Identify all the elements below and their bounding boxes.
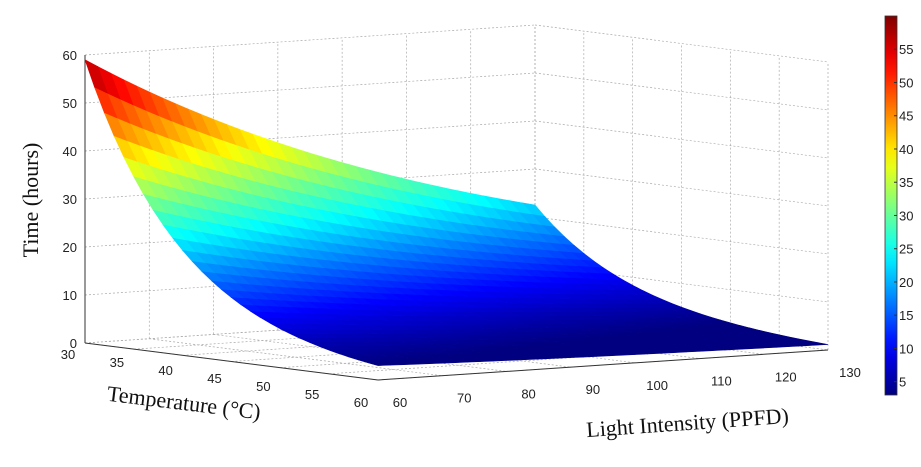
y-tick-label: 120	[775, 369, 797, 384]
colorbar-bar	[884, 15, 898, 396]
colorbar-tick-label: 45	[899, 109, 913, 124]
x-tick-label: 45	[207, 371, 221, 386]
z-tick-label: 0	[70, 336, 77, 351]
x-tick-label: 50	[256, 379, 270, 394]
colorbar-tick-label: 5	[899, 375, 906, 390]
colorbar-tick-label: 40	[899, 142, 913, 157]
x-tick-label: 55	[305, 387, 319, 402]
surface-patch	[368, 362, 391, 366]
colorbar-tick-label: 35	[899, 175, 913, 190]
axis-line	[84, 342, 379, 381]
grid-line	[84, 120, 536, 152]
y-tick-label: 60	[393, 395, 407, 410]
grid-line	[213, 334, 507, 372]
x-tick-label: 30	[61, 347, 75, 362]
grid-line	[149, 338, 443, 377]
colorbar-tick-label: 50	[899, 75, 913, 90]
y-tick-label: 130	[839, 365, 861, 380]
colorbar-tick-label: 20	[899, 275, 913, 290]
y-tick-label: 80	[521, 386, 535, 401]
grid-line	[84, 72, 536, 104]
grid-line	[534, 120, 829, 159]
x-tick-label: 35	[110, 355, 124, 370]
colorbar-tick-label: 25	[899, 242, 913, 257]
grid-line	[534, 168, 829, 207]
y-axis-label: Light Intensity (PPFD)	[585, 403, 789, 442]
z-tick-label: 30	[63, 192, 77, 207]
grid-line	[84, 24, 536, 56]
grid-line	[534, 216, 829, 255]
colorbar-tick-label: 10	[899, 341, 913, 356]
y-tick-label: 90	[586, 382, 600, 397]
z-tick-label: 20	[63, 240, 77, 255]
y-tick-label: 110	[711, 374, 732, 389]
x-tick-label: 60	[354, 395, 368, 410]
x-tick-label: 40	[158, 363, 172, 378]
tick-labels: 0 10 20 30 40 50 60 30 35 40 45 50 55 60 60 70 80 90 100 11…	[61, 48, 861, 410]
z-axis-label: Time (hours)	[18, 143, 43, 258]
x-axis-label: Temperature (°C)	[106, 381, 262, 425]
colorbar: 5 10 15 20 25 30 35 40 45 50 55	[884, 15, 913, 396]
colorbar-tick-label: 55	[899, 42, 913, 57]
y-tick-label: 70	[457, 391, 471, 406]
z-tick-label: 60	[63, 48, 77, 63]
z-tick-label: 10	[63, 288, 77, 303]
z-tick-label: 50	[63, 96, 77, 111]
z-tick-label: 40	[63, 144, 77, 159]
axis-line	[377, 349, 829, 381]
grid-line	[534, 24, 829, 63]
grid-line	[329, 343, 780, 375]
surface	[84, 59, 829, 366]
colorbar-tick-label: 30	[899, 208, 913, 223]
colorbar-tick-label: 15	[899, 308, 913, 323]
grid-line	[534, 72, 829, 111]
y-tick-label: 100	[646, 378, 668, 393]
